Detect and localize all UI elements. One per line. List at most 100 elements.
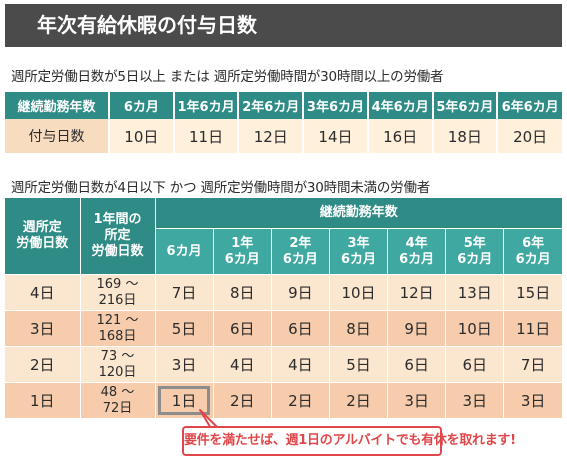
header-line: 6カ月 (457, 251, 493, 267)
table-cell: 10日 (109, 119, 175, 153)
table-cell: 3日 (155, 346, 214, 383)
table-row: 2日 73 ～ 120日 3日 4日 4日 5日 6日 6日 7日 (5, 346, 562, 383)
table-cell: 12日 (238, 119, 305, 153)
header-cell-period: 6年 6カ月 (503, 228, 562, 275)
header-line: 6カ月 (166, 243, 202, 259)
header-cell-period: 6カ月 (109, 92, 175, 119)
page-title: 年次有給休暇の付与日数 (5, 4, 562, 47)
row-label-weekly-days: 2日 (5, 346, 81, 383)
table-cell: 6日 (271, 310, 330, 347)
header-cell-period: 6カ月 (155, 228, 214, 275)
callout-note: 要件を満たせば、週1日のアルバイトでも有休を取れます! (182, 426, 516, 456)
range-line: 216日 (98, 292, 137, 308)
header-line: 1年 (231, 235, 254, 251)
header-line: 2年 (289, 235, 312, 251)
table-row: 3日 121 ～ 168日 5日 6日 6日 8日 9日 10日 11日 (5, 310, 562, 347)
header-line: 4年 (405, 235, 428, 251)
table-cell: 15日 (503, 274, 562, 311)
table-row: 4日 169 ～ 216日 7日 8日 9日 10日 12日 13日 15日 (5, 274, 562, 311)
row-label-weekly-days: 1日 (5, 382, 81, 418)
header-line: 6年 (522, 235, 545, 251)
header-line: 6カ月 (515, 251, 551, 267)
table-cell: 10日 (445, 310, 505, 347)
range-line: 73 ～ (100, 348, 135, 364)
header-cell-continuous-service: 継続勤務年数 (5, 92, 110, 119)
header-cell-weekly-days: 週所定 労働日数 (5, 198, 81, 275)
header-line: 5年 (463, 235, 486, 251)
table-cell: 6日 (445, 346, 505, 383)
row-label-weekly-days: 4日 (5, 274, 81, 311)
table-cell: 3日 (445, 382, 505, 418)
range-line: 120日 (98, 364, 137, 380)
table-cell: 18日 (432, 119, 499, 153)
header-line: 3年 (347, 235, 370, 251)
header-cell-continuous-service: 継続勤務年数 (155, 198, 562, 229)
row-label-granted-days: 付与日数 (5, 119, 110, 153)
header-cell-period: 6年6カ月 (497, 92, 562, 119)
table-cell: 10日 (329, 274, 389, 311)
range-line: 48 ～ (100, 384, 135, 400)
row-label-weekly-days: 3日 (5, 310, 81, 347)
table-header-row: 継続勤務年数 6カ月 1年6カ月 2年6カ月 3年6カ月 4年6カ月 5年6カ月… (5, 92, 562, 119)
table-header-row: 週所定 労働日数 1年間の 所定 労働日数 継続勤務年数 (5, 198, 562, 275)
header-cell-period: 5年 6カ月 (445, 228, 505, 275)
part-time-leave-table: 週所定 労働日数 1年間の 所定 労働日数 継続勤務年数 6カ月 1年 6カ月 … (5, 198, 562, 418)
table-cell: 2日 (329, 382, 389, 418)
table-cell: 12日 (387, 274, 447, 311)
table-cell: 9日 (387, 310, 447, 347)
header-cell-period: 4年 6カ月 (387, 228, 447, 275)
range-line: 168日 (98, 328, 137, 344)
header-line: 週所定 (22, 220, 62, 235)
range-line: 72日 (102, 400, 133, 416)
table-cell: 8日 (329, 310, 389, 347)
table-subheader-row: 6カ月 1年 6カ月 2年 6カ月 3年 6カ月 4年 6カ月 5年 6カ月 6… (5, 228, 562, 275)
header-cell-period: 1年6カ月 (173, 92, 240, 119)
header-line: 6カ月 (224, 251, 260, 267)
section1-caption: 週所定労働日数が5日以上 または 週所定労働時間が30時間以上の労働者 (11, 69, 444, 85)
row-label-annual-days: 169 ～ 216日 (80, 274, 156, 311)
header-cell-period: 5年6カ月 (432, 92, 499, 119)
header-line: 6カ月 (399, 251, 435, 267)
table-cell: 9日 (271, 274, 330, 311)
section2-caption: 週所定労働日数が4日以下 かつ 週所定労働時間が30時間未満の労働者 (11, 180, 431, 196)
table-cell: 16日 (367, 119, 434, 153)
table-cell: 3日 (387, 382, 447, 418)
header-line: 6カ月 (282, 251, 318, 267)
header-cell-annual-days: 1年間の 所定 労働日数 (80, 198, 156, 275)
table-cell: 5日 (155, 310, 214, 347)
header-line: 1年間の (93, 212, 142, 227)
table-cell: 14日 (303, 119, 369, 153)
table-row: 1日 48 ～ 72日 1日 2日 2日 2日 3日 3日 3日 (5, 382, 562, 418)
table-cell: 2日 (271, 382, 330, 418)
table-cell: 6日 (387, 346, 447, 383)
table-cell: 6日 (213, 310, 272, 347)
header-line: 労働日数 (16, 236, 69, 251)
header-line: 労働日数 (91, 244, 144, 259)
table-cell: 4日 (271, 346, 330, 383)
full-time-leave-table: 継続勤務年数 6カ月 1年6カ月 2年6カ月 3年6カ月 4年6カ月 5年6カ月… (5, 92, 562, 153)
header-cell-period: 1年 6カ月 (213, 228, 272, 275)
table-cell: 4日 (213, 346, 272, 383)
header-cell-period: 3年 6カ月 (329, 228, 389, 275)
table-cell: 13日 (445, 274, 505, 311)
header-cell-period: 2年 6カ月 (271, 228, 330, 275)
table-cell: 7日 (155, 274, 214, 311)
range-line: 121 ～ (96, 312, 139, 328)
table-cell: 5日 (329, 346, 389, 383)
table-cell: 11日 (503, 310, 562, 347)
header-line: 所定 (104, 228, 131, 243)
row-label-annual-days: 73 ～ 120日 (80, 346, 156, 383)
table-cell: 7日 (503, 346, 562, 383)
table-cell: 3日 (503, 382, 562, 418)
table-cell: 2日 (213, 382, 272, 418)
header-cell-period: 2年6カ月 (238, 92, 305, 119)
table-cell: 8日 (213, 274, 272, 311)
range-line: 169 ～ (96, 276, 139, 292)
table-row: 付与日数 10日 11日 12日 14日 16日 18日 20日 (5, 119, 562, 153)
table-cell: 20日 (497, 119, 562, 153)
row-label-annual-days: 121 ～ 168日 (80, 310, 156, 347)
header-cell-period: 4年6カ月 (367, 92, 434, 119)
header-cell-period: 3年6カ月 (303, 92, 369, 119)
table-cell: 11日 (173, 119, 240, 153)
